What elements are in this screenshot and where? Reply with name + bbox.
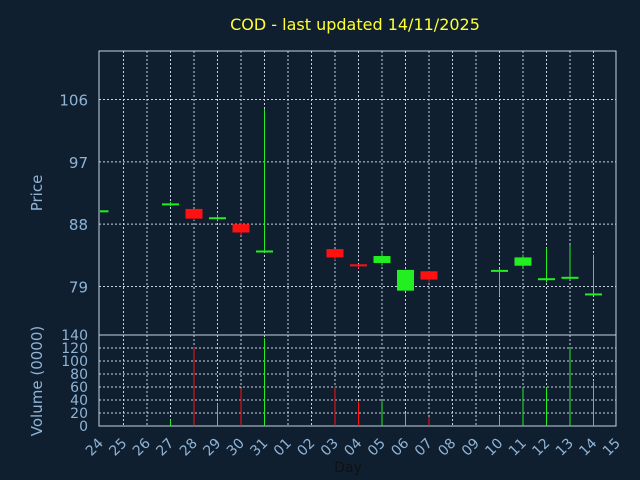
x-tick: 07 <box>412 436 436 460</box>
candle-body <box>256 250 273 253</box>
candle-body <box>326 249 344 258</box>
x-tick: 13 <box>553 436 577 460</box>
x-tick: 25 <box>106 436 130 460</box>
x-tick: 14 <box>576 435 600 459</box>
x-tick: 24 <box>83 435 107 459</box>
x-tick: 01 <box>271 436 295 460</box>
volume-axis-label: Volume (0000) <box>28 326 46 436</box>
x-tick: 06 <box>388 435 412 459</box>
price-y-tick-labels: 106 97 88 79 <box>59 91 88 296</box>
volume-y-tick: 40 <box>70 393 88 409</box>
volume-y-tick: 80 <box>70 367 88 383</box>
candle-body <box>100 210 109 213</box>
price-y-tick: 88 <box>69 216 88 234</box>
candle-body <box>514 257 532 266</box>
volume-y-tick: 0 <box>79 419 88 435</box>
x-tick: 31 <box>247 436 271 460</box>
candle-body <box>162 203 179 206</box>
x-tick: 15 <box>600 436 624 460</box>
volume-bars <box>170 338 594 426</box>
volume-y-tick: 100 <box>61 354 88 370</box>
x-tick: 12 <box>529 436 553 460</box>
x-tick: 27 <box>153 436 177 460</box>
candle-body <box>373 256 391 263</box>
candle-body <box>585 293 602 296</box>
x-tick-labels: 24 25 26 27 28 29 30 31 01 02 03 04 05 06 07 08 09 10 11 12… <box>83 435 624 459</box>
x-tick: 28 <box>177 436 201 460</box>
candle-body <box>209 217 226 220</box>
x-tick: 03 <box>318 436 342 460</box>
chart-title: COD - last updated 14/11/2025 <box>230 15 480 34</box>
volume-panel-frame <box>98 334 617 427</box>
volume-grid <box>99 335 616 426</box>
price-y-tick: 106 <box>59 91 88 109</box>
x-tick: 05 <box>365 436 389 460</box>
candle-body <box>397 269 414 291</box>
volume-y-tick: 20 <box>70 406 88 422</box>
candles <box>100 109 602 297</box>
x-tick: 09 <box>459 436 483 460</box>
candle-body <box>350 264 367 267</box>
x-tick: 08 <box>435 436 459 460</box>
x-tick: 10 <box>482 436 506 460</box>
x-tick: 02 <box>294 436 318 460</box>
price-grid <box>99 51 616 335</box>
candle-body <box>420 271 438 280</box>
price-panel-frame <box>98 50 617 336</box>
candle-body <box>538 278 555 281</box>
candle-body <box>561 276 579 279</box>
candle-body <box>491 269 508 272</box>
volume-y-tick: 140 <box>61 328 88 344</box>
volume-y-tick: 120 <box>61 341 88 357</box>
x-tick: 04 <box>341 435 365 459</box>
x-tick: 26 <box>130 435 154 459</box>
x-tick: 29 <box>200 436 224 460</box>
x-axis-label: Day <box>334 460 362 476</box>
price-axis-label: Price <box>28 175 46 212</box>
volume-y-tick: 60 <box>70 380 88 396</box>
x-tick: 30 <box>224 436 248 460</box>
price-y-tick: 97 <box>69 154 88 172</box>
candle-body <box>185 208 203 219</box>
price-y-tick: 79 <box>69 279 88 297</box>
x-tick: 11 <box>506 436 530 460</box>
candle-body <box>232 224 250 233</box>
